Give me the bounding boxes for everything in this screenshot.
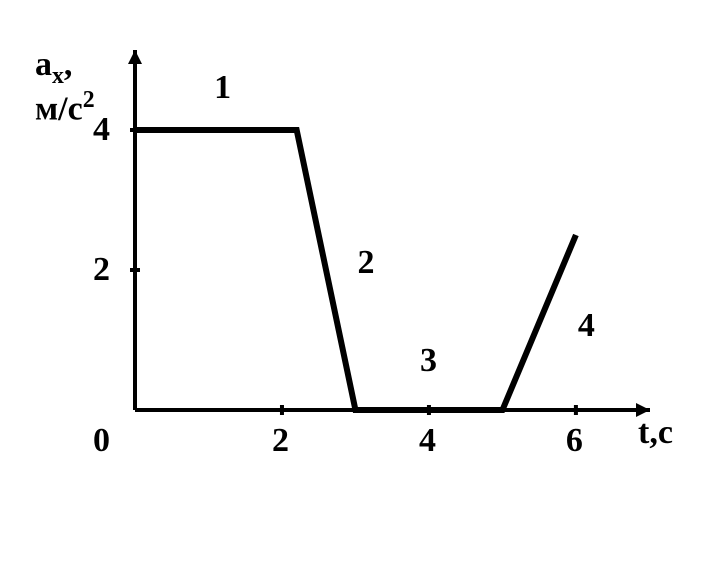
segment-label: 2	[357, 246, 374, 280]
y-tick-label: 2	[93, 253, 110, 287]
segment-label: 4	[578, 309, 595, 343]
origin-label: 0	[93, 424, 110, 458]
x-axis-label: t,c	[638, 416, 673, 450]
segment-label: 1	[214, 71, 231, 105]
y-axis-label-sup: 2	[83, 87, 95, 113]
x-tick-label: 6	[566, 424, 583, 458]
segment-label: 3	[420, 344, 437, 378]
x-tick-label: 2	[272, 424, 289, 458]
acceleration-time-chart: ax, м/с2 t,c 0 24624 1234	[0, 0, 720, 562]
y-axis-label: ax, м/с2	[35, 48, 95, 126]
y-tick-label: 4	[93, 113, 110, 147]
x-tick-label: 4	[419, 424, 436, 458]
y-axis-label-line1: a	[35, 46, 52, 83]
y-axis-label-line2: м/с	[35, 90, 83, 127]
y-axis-label-sub: x	[52, 63, 64, 89]
